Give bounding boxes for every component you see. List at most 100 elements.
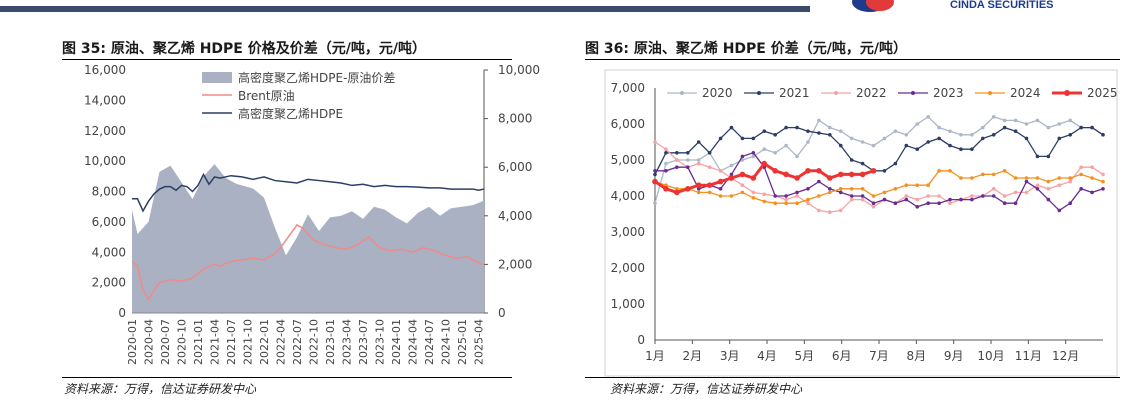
x-tick-label: 2021-10 — [242, 319, 255, 365]
x-tick-label: 7月 — [869, 349, 889, 363]
y-tick-label: 0 — [637, 333, 645, 347]
data-point-2022 — [926, 194, 930, 198]
data-point-2023 — [1046, 197, 1051, 202]
data-point-2025 — [794, 175, 800, 181]
x-tick-label: 12月 — [1052, 349, 1079, 363]
chart-frame — [604, 69, 1118, 377]
data-point-2021 — [806, 129, 810, 133]
data-point-2022 — [762, 192, 767, 196]
left-y-tick-label: 8,000 — [92, 185, 126, 199]
legend-marker-2025 — [1064, 90, 1070, 96]
data-point-2025 — [706, 182, 713, 188]
data-point-2021 — [926, 140, 930, 144]
logo-text: CINDA SECURITIES — [950, 0, 1054, 11]
x-tick-label: 10月 — [977, 349, 1004, 363]
data-point-2022 — [806, 201, 810, 205]
data-point-2022 — [838, 208, 843, 213]
data-point-2024 — [784, 201, 788, 205]
x-tick-label: 2022-07 — [291, 319, 304, 365]
data-point-2023 — [959, 197, 963, 202]
data-point-2021 — [1079, 125, 1083, 130]
x-tick-label: 2023-01 — [324, 319, 337, 365]
x-tick-label: 2024-10 — [440, 319, 453, 365]
data-point-2021 — [1035, 154, 1040, 159]
y-tick-label: 3,000 — [611, 225, 645, 239]
data-point-2022 — [718, 169, 723, 173]
data-point-2024 — [707, 190, 712, 195]
legend-marker-2022 — [834, 91, 838, 95]
data-point-2022 — [1013, 190, 1018, 195]
data-point-2022 — [1068, 179, 1073, 184]
data-point-2020 — [806, 140, 810, 144]
data-point-2023 — [1024, 179, 1029, 184]
data-point-2021 — [653, 172, 657, 177]
data-point-2021 — [762, 129, 767, 133]
data-point-2024 — [871, 194, 876, 198]
data-point-2022 — [948, 201, 952, 205]
data-point-2020 — [991, 115, 996, 119]
data-point-2024 — [762, 199, 767, 204]
data-point-2021 — [948, 143, 952, 148]
x-tick-label: 2023-04 — [341, 319, 354, 365]
data-point-2023 — [915, 205, 920, 209]
data-point-2021 — [1024, 136, 1029, 141]
data-point-2021 — [675, 151, 679, 155]
data-point-2021 — [849, 158, 854, 162]
x-tick-label: 2月 — [683, 349, 703, 363]
x-tick-label: 3月 — [720, 349, 740, 363]
right-y-tick-label: 4,000 — [498, 209, 532, 223]
data-point-2024 — [817, 194, 821, 198]
series-line-2020 — [654, 115, 1104, 204]
data-point-2021 — [685, 151, 690, 155]
data-point-2023 — [1068, 201, 1073, 205]
data-point-2024 — [1068, 176, 1073, 180]
data-point-2023 — [828, 187, 832, 191]
data-point-2020 — [696, 158, 701, 162]
data-point-2024 — [991, 172, 996, 177]
data-point-2020 — [937, 125, 941, 130]
data-point-2023 — [784, 194, 788, 198]
data-point-2022 — [1090, 165, 1094, 169]
right-y-tick-label: 6,000 — [498, 160, 532, 174]
data-point-2024 — [1046, 179, 1051, 184]
data-point-2025 — [750, 175, 757, 181]
data-point-2022 — [1101, 172, 1105, 177]
x-tick-label: 2024-04 — [407, 319, 420, 365]
data-point-2022 — [991, 187, 996, 191]
left-bottom-rule — [62, 377, 512, 378]
data-point-2023 — [740, 154, 745, 159]
data-point-2021 — [740, 136, 745, 141]
data-point-2024 — [948, 169, 952, 173]
data-point-2025 — [772, 168, 778, 174]
right-bottom-rule — [585, 377, 1120, 378]
data-point-2020 — [915, 122, 920, 126]
data-point-2024 — [729, 194, 734, 198]
legend-label-2021: 2021 — [779, 86, 810, 100]
data-point-2021 — [959, 147, 963, 151]
data-point-2021 — [707, 151, 712, 155]
data-point-2025 — [761, 160, 768, 167]
data-point-2023 — [795, 190, 799, 195]
data-point-2022 — [751, 190, 756, 195]
data-point-2022 — [707, 165, 712, 169]
data-point-2023 — [1090, 190, 1094, 195]
data-point-2021 — [828, 133, 832, 137]
right-y-tick-label: 10,000 — [498, 63, 540, 77]
data-point-2025 — [827, 175, 833, 181]
data-point-2021 — [718, 136, 723, 141]
x-tick-label: 2025-01 — [456, 319, 469, 365]
data-point-2024 — [740, 190, 745, 195]
data-point-2023 — [1079, 187, 1083, 191]
legend-label-2025: 2025 — [1087, 86, 1118, 100]
series-line-2024 — [654, 170, 1104, 204]
data-point-2020 — [751, 154, 756, 159]
data-point-2021 — [1057, 136, 1062, 141]
data-point-2023 — [981, 194, 985, 198]
data-point-2023 — [817, 179, 821, 184]
data-point-2021 — [664, 151, 668, 155]
x-tick-label: 2022-04 — [275, 319, 288, 365]
data-point-2021 — [1101, 133, 1105, 137]
data-point-2024 — [1101, 179, 1105, 184]
data-point-2021 — [937, 136, 941, 141]
x-tick-label: 2021-01 — [192, 319, 205, 365]
